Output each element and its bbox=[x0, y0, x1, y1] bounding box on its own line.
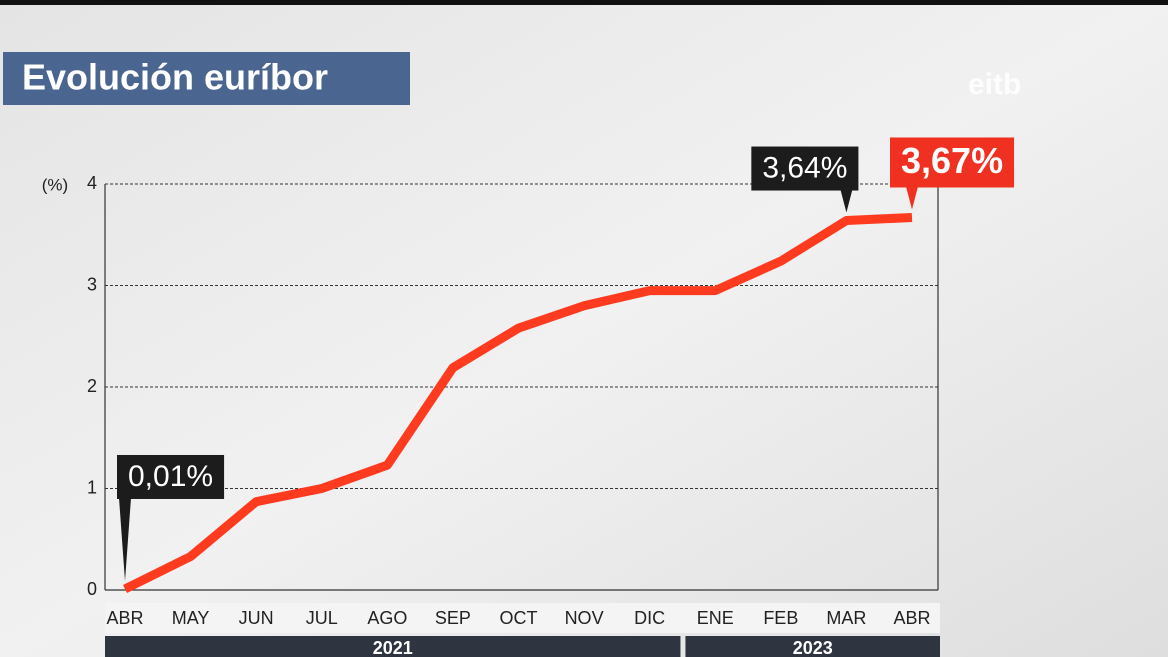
title-box bbox=[3, 52, 410, 105]
x-tick-label: DIC bbox=[634, 608, 665, 628]
value-label: 3,67% bbox=[901, 140, 1003, 181]
callout-pointer bbox=[840, 189, 853, 213]
callout-box bbox=[751, 146, 859, 191]
top-bar bbox=[0, 0, 1168, 5]
x-tick-label: AGO bbox=[367, 608, 407, 628]
y-axis-label: (%) bbox=[42, 175, 68, 194]
y-tick-label: 0 bbox=[87, 579, 97, 599]
value-callout: 0,01% bbox=[117, 454, 225, 499]
x-tick-label: ENE bbox=[697, 608, 734, 628]
logo: eitb bbox=[968, 68, 1021, 101]
callout-pointer bbox=[906, 186, 918, 210]
callout-pointer bbox=[119, 497, 131, 581]
callout-box bbox=[890, 137, 1015, 188]
callout-box bbox=[117, 454, 225, 499]
x-tick-label: ABR bbox=[106, 608, 143, 628]
x-tick-label: FEB bbox=[763, 608, 798, 628]
year-label: 2023 bbox=[793, 638, 833, 657]
x-tick-label: ABR bbox=[893, 608, 930, 628]
year-bar bbox=[685, 636, 940, 657]
x-tick-label: NOV bbox=[565, 608, 604, 628]
chart-title: Evolución euríbor bbox=[22, 57, 328, 98]
category-band bbox=[105, 603, 940, 633]
value-callout: 3,64% bbox=[751, 146, 859, 191]
value-callout: 3,67% bbox=[890, 137, 1015, 188]
y-tick-label: 1 bbox=[87, 477, 97, 497]
x-tick-label: MAR bbox=[826, 608, 866, 628]
data-line bbox=[123, 212, 913, 594]
value-label: 3,64% bbox=[762, 151, 847, 184]
x-tick-label: SEP bbox=[435, 608, 471, 628]
year-bar bbox=[105, 636, 681, 657]
y-tick-label: 4 bbox=[87, 173, 97, 193]
y-tick-label: 3 bbox=[87, 274, 97, 294]
x-tick-label: JUL bbox=[306, 608, 338, 628]
y-tick-label: 2 bbox=[87, 376, 97, 396]
x-tick-label: JUN bbox=[239, 608, 274, 628]
year-label: 2021 bbox=[373, 638, 413, 657]
x-tick-label: MAY bbox=[172, 608, 210, 628]
x-tick-label: OCT bbox=[500, 608, 538, 628]
value-label: 0,01% bbox=[128, 460, 213, 493]
